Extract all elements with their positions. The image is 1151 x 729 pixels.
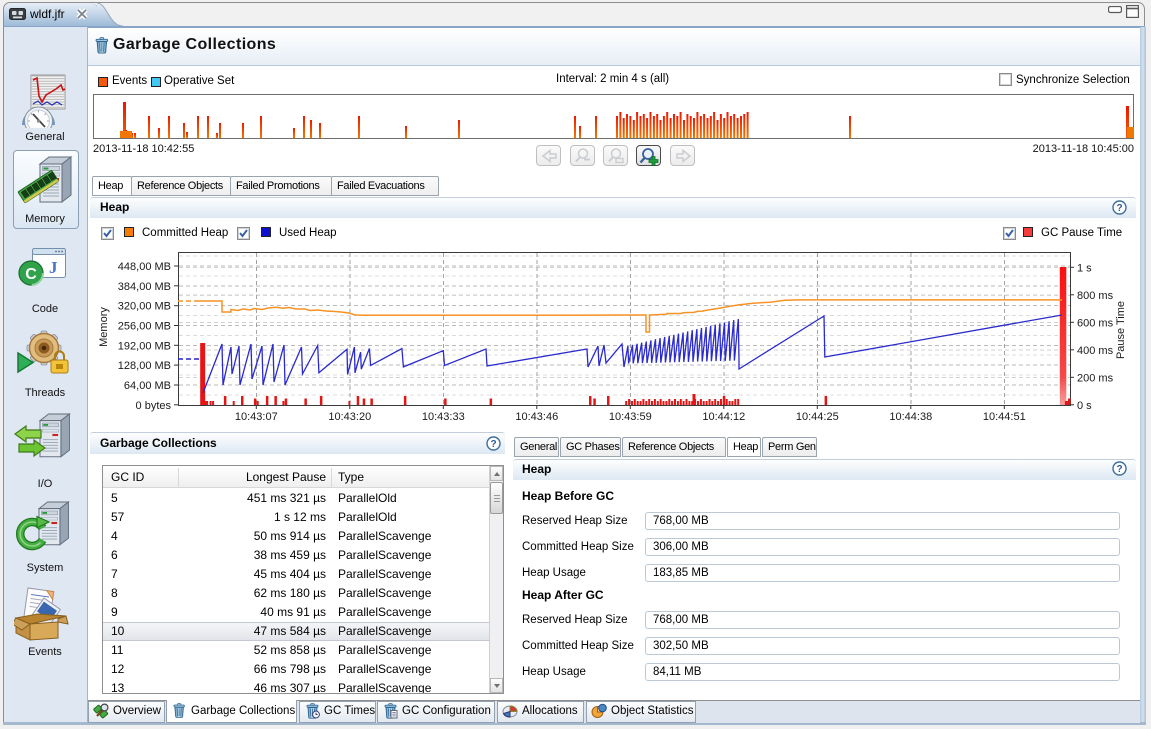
svg-text:?: ?	[490, 439, 496, 450]
svg-text:0 bytes: 0 bytes	[136, 400, 172, 412]
svg-text:10:44:25: 10:44:25	[796, 411, 839, 423]
svg-text:200 ms: 200 ms	[1077, 372, 1114, 384]
svg-text:?: ?	[1116, 464, 1122, 475]
svg-text:10:43:59: 10:43:59	[609, 411, 652, 423]
svg-text:64,00 MB: 64,00 MB	[124, 380, 171, 392]
svg-text:Pause Time: Pause Time	[1115, 301, 1127, 359]
svg-text:?: ?	[1116, 203, 1122, 214]
svg-text:10:44:12: 10:44:12	[702, 411, 745, 423]
svg-text:J: J	[49, 258, 58, 277]
svg-text:1 s: 1 s	[1077, 262, 1092, 274]
svg-text:320,00 MB: 320,00 MB	[118, 301, 171, 313]
svg-text:384,00 MB: 384,00 MB	[118, 281, 171, 293]
svg-text:10:43:20: 10:43:20	[328, 411, 371, 423]
svg-text:10:44:51: 10:44:51	[983, 411, 1026, 423]
svg-text:192,00 MB: 192,00 MB	[118, 340, 171, 352]
svg-text:10:44:38: 10:44:38	[889, 411, 932, 423]
svg-text:10:43:46: 10:43:46	[515, 411, 558, 423]
svg-text:128,00 MB: 128,00 MB	[118, 360, 171, 372]
svg-text:448,00 MB: 448,00 MB	[118, 261, 171, 273]
svg-text:400 ms: 400 ms	[1077, 345, 1114, 357]
svg-text:10:43:33: 10:43:33	[422, 411, 465, 423]
svg-text:800 ms: 800 ms	[1077, 290, 1114, 302]
svg-text:600 ms: 600 ms	[1077, 317, 1114, 329]
svg-text:0 s: 0 s	[1077, 400, 1092, 412]
svg-text:256,00 MB: 256,00 MB	[118, 321, 171, 333]
svg-text:C: C	[25, 266, 37, 283]
svg-text:Memory: Memory	[98, 307, 110, 347]
svg-text:10:43:07: 10:43:07	[235, 411, 278, 423]
